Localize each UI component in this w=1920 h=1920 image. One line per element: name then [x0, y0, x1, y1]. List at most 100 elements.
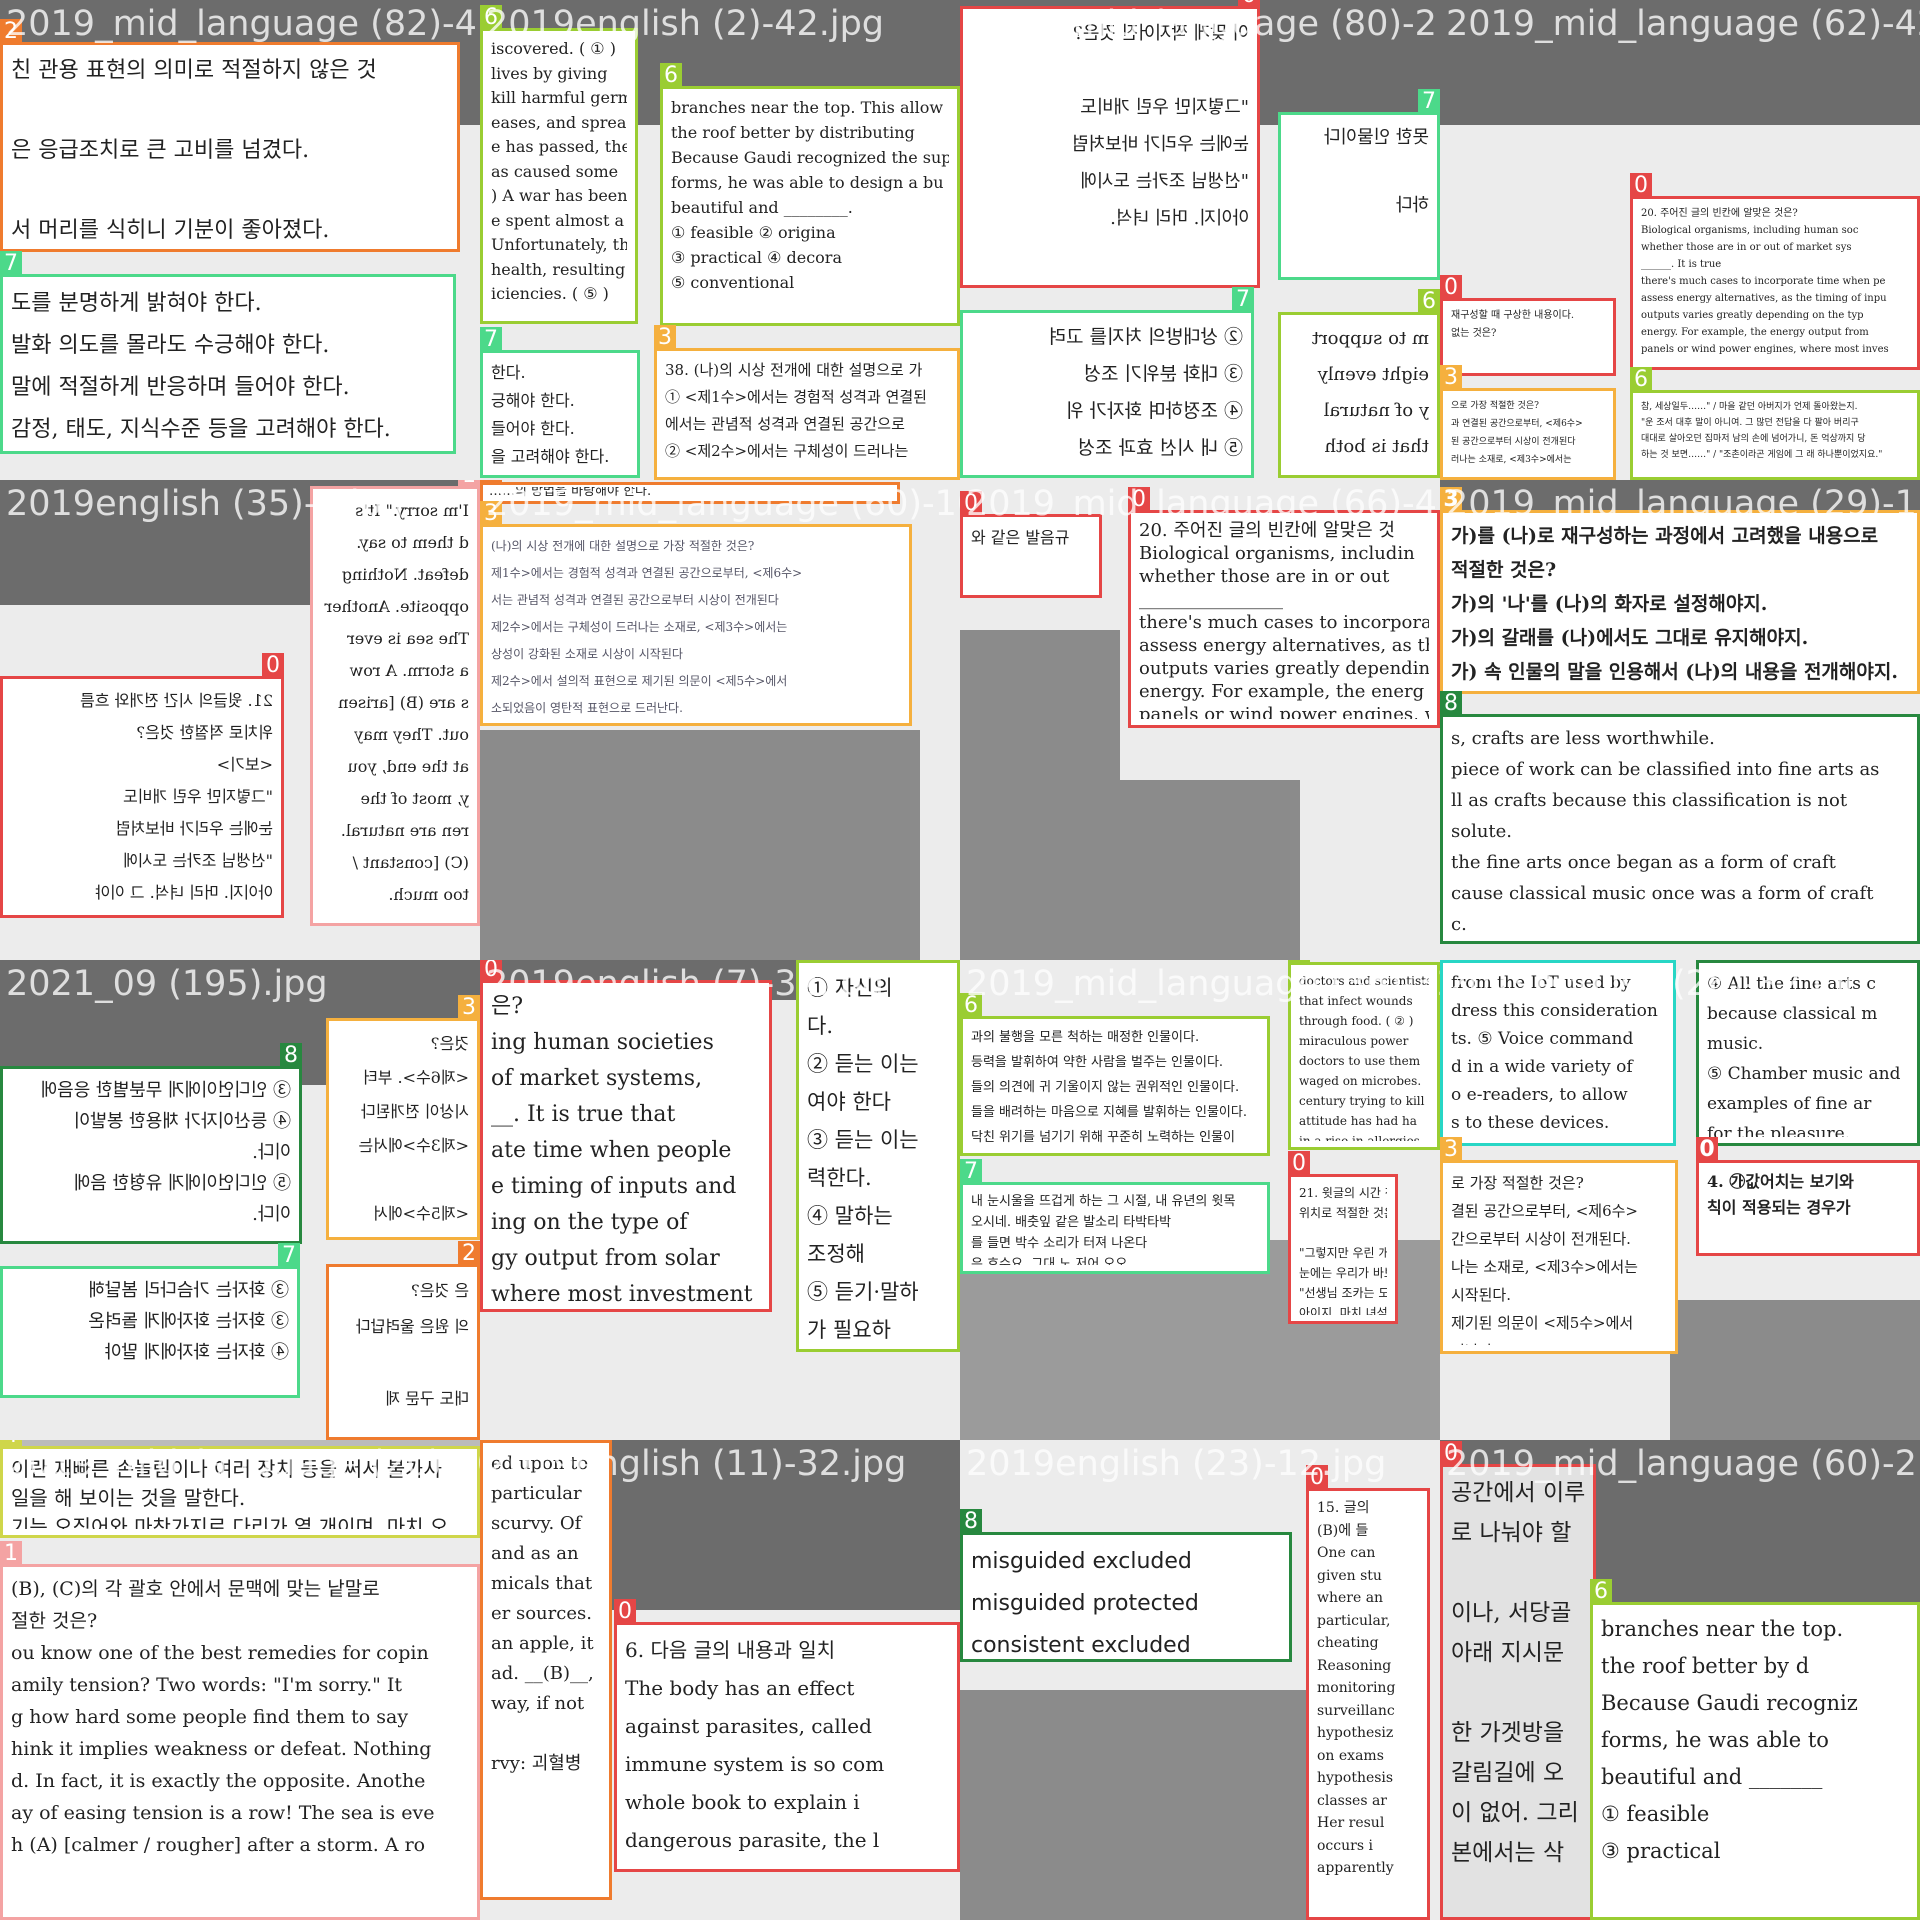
- class-label-badge: 7: [0, 251, 22, 277]
- text-line: where an: [1317, 1590, 1384, 1606]
- text-line: as caused some: [491, 161, 619, 181]
- text-line: 제2수>에서 설의적 표현으로 제기된 의문이 <제5수>에서: [491, 674, 788, 688]
- annotation-box: 이란 재빠른 손놀림이나 여러 장치 등을 써서 불가사 일을 해 보이는 것을 …: [0, 1440, 480, 1538]
- text-line: beautiful and _______: [1601, 1765, 1823, 1789]
- tile-filename: 2019_mid_language (66)-4.jpg: [966, 484, 1440, 524]
- text-line: and as an: [491, 1543, 579, 1564]
- annotation-box: ed upon to particular scurvy. Of and as an m…: [480, 1440, 612, 1900]
- text-line: ……의 방법을 바탕해야 한다.: [489, 487, 652, 499]
- text-line: 도를 분명하게 밝혀야 한다.: [11, 291, 262, 316]
- class-label-badge: 0: [480, 960, 502, 983]
- text-line: [1299, 1223, 1387, 1243]
- text-line: forms, he was able to design a bu: [671, 173, 944, 192]
- text-line: g how hard some people find them to say: [11, 1706, 409, 1728]
- text-line: 하는 것 보면……" / "조촌이라곤 게임에 그 래 하나뿐이었지요.": [1641, 450, 1883, 460]
- text-line: s are (B) [arisen: [338, 693, 469, 712]
- text-line: ) A war has been: [491, 186, 627, 205]
- text-line: 20. 주어진 글의 빈칸에 알맞은 것: [1139, 520, 1395, 541]
- text-line: ______. It is true: [1641, 259, 1722, 270]
- text-line: 과의 불행을 모른 척하는 매정한 인물이다.: [971, 1030, 1200, 1045]
- text-line: 아래 지시문: [1451, 1640, 1565, 1666]
- text-line: given stu: [1317, 1567, 1382, 1584]
- text-line: 제기된 의문이 <제5수>에서: [1451, 1314, 1634, 1332]
- text-line: ③ 듣는 이는: [807, 1128, 919, 1152]
- text-line: 의 원은 울려답다: [355, 1317, 469, 1336]
- class-label-badge: 8: [1696, 960, 1718, 963]
- text-line: health, resulting: [491, 259, 626, 279]
- text-line: eight evenly: [1317, 364, 1429, 385]
- annotation-box: (나)의 시상 전개에 대한 설명으로 가장 적절한 것은? 제1수>에서는 경험…: [480, 501, 912, 726]
- text-line: outputs varies greatly depending on the …: [1641, 310, 1864, 321]
- text-line: occurs i: [1317, 1837, 1373, 1854]
- text-line: "운 조서 대후 말이 아니여. 그 많던 전답을 다 팔아 버리구: [1641, 418, 1859, 428]
- text-line: 21. 윗글의 시간 전개: [1299, 1186, 1387, 1200]
- text-line: ③ 인디언이에게 무분별한 응음에: [40, 1080, 291, 1101]
- text-line: immune system is so com: [625, 1752, 885, 1776]
- text-line: 대대로 살아오던 집마저 남의 손에 넘어가니, 돈 억상까지 당: [1641, 434, 1866, 444]
- text-line: misguided excluded: [971, 1549, 1192, 1574]
- text-line: 4. ㉮값어치는 보기와: [1707, 1172, 1854, 1191]
- class-label-badge: 6: [1418, 289, 1440, 315]
- class-label-badge: 0: [960, 491, 982, 517]
- class-label-badge: 6: [1590, 1579, 1612, 1605]
- text-line: s to these devices.: [1451, 1113, 1610, 1133]
- box-text: 과의 불행을 모른 척하는 매정한 인물이다. 등력을 발휘하여 약한 사람을 벌…: [971, 1025, 1259, 1147]
- box-text: 6. 다음 글의 내용과 일치 The body has an effect aga…: [625, 1631, 949, 1863]
- box-text: 못한 인물이다 하다: [1289, 121, 1429, 271]
- tile-filename: 2019_mid_language (60)-2.jpg: [1446, 1444, 1920, 1484]
- annotation-box: branches near the top. This allow the roo…: [660, 63, 960, 326]
- text-line: ③ 대화 분위기 조성: [1083, 363, 1243, 385]
- text-line: er sources.: [491, 1603, 592, 1624]
- annotation-box: 과의 불행을 모른 척하는 매정한 인물이다. 등력을 발휘하여 약한 사람을 벌…: [960, 993, 1270, 1156]
- annotation-box: 은? ing human societies of market systems, _…: [480, 960, 772, 1312]
- box-text: 이란 재빠른 손놀림이나 여러 장치 등을 써서 불가사 일을 해 보이는 것을 …: [11, 1455, 469, 1529]
- box-text: ① 자신의 다. ② 듣는 이는 여야 한다 ③ 듣는 이는 력한다. ④ 말하는 조…: [807, 969, 949, 1343]
- text-line: 재구성할 때 구상한 내용이다.: [1451, 310, 1575, 321]
- text-line: d. In fact, it is exactly the opposite. …: [11, 1770, 426, 1792]
- tile-filename: 2019english (11)-32.jpg: [486, 1444, 907, 1484]
- box-text: 것은? <제6수>. 부터 시상이 전개된다 <제3수>에서는 <제5수>에서: [337, 1027, 469, 1231]
- text-line: 6. 다음 글의 내용과 일치: [625, 1638, 836, 1662]
- text-line: 제2수>에서는 구체성이 드러나는 소재로, <제3수>에서는: [491, 620, 788, 634]
- box-text: doctors and scientists that infect wounds…: [1299, 971, 1429, 1141]
- text-line: in a rise in allergies: [1299, 1134, 1420, 1141]
- text-line: through food. ( ② ): [1299, 1014, 1414, 1028]
- text-line: scurvy. Of: [491, 1513, 582, 1534]
- text-line: opposite. Another: [324, 597, 470, 616]
- text-line: particular,: [1317, 1612, 1391, 1629]
- annotation-box: ③ 화자는 가슴다리 봄달해 ③ 화자는 화자에게 돌려온 ④ 화자는 화자에게 말…: [0, 1243, 300, 1398]
- annotation-box: 재구성할 때 구상한 내용이다. 없는 것은? 0: [1440, 275, 1616, 376]
- text-line: [1707, 1221, 1909, 1247]
- class-label-badge: 3: [1440, 487, 1462, 513]
- text-line: 이 없어. 그리: [1451, 1800, 1579, 1826]
- annotation-box: ……의 방법을 바탕해야 한다. 2: [480, 480, 900, 504]
- tile-3: 2019_mid_language (62)-42.jpg 20. 주어진 글의…: [1440, 0, 1920, 480]
- text-line: hypothesiz: [1317, 1725, 1394, 1741]
- box-text: 20. 주어진 글의 빈칸에 알맞은 것은? Biological organis…: [1641, 205, 1909, 361]
- text-line: miraculous power: [1299, 1034, 1409, 1048]
- text-line: 못한 인물이다: [1323, 127, 1429, 148]
- text-line: 력한다.: [807, 1166, 872, 1190]
- class-label-badge: 3: [458, 995, 480, 1021]
- text-line: consistent excluded: [971, 1633, 1191, 1653]
- text-line: ④ 조정하며 화자가 위: [1066, 400, 1243, 422]
- text-line: an apple, it: [491, 1633, 594, 1654]
- text-line: Because Gaudi recogniz: [1601, 1691, 1858, 1715]
- tile-4: 2019english (35)-6.jpg 21. 윗글의 시간 전개와 흐름…: [0, 480, 480, 960]
- class-label-badge: 0: [1306, 1465, 1328, 1491]
- text-line: ay of easing tension is a row! The sea i…: [11, 1802, 435, 1824]
- class-label-badge: 0: [1440, 1441, 1462, 1467]
- text-line: [1451, 1553, 1585, 1593]
- tile-filename: 2019_mid_language (80)-2.jpg: [966, 4, 1440, 44]
- text-line: ed upon to: [491, 1453, 589, 1474]
- class-label-badge: 0: [1288, 1151, 1310, 1177]
- text-line: [1451, 1673, 1585, 1713]
- text-line: attitude has had ha: [1299, 1114, 1417, 1128]
- text-line: ⑤ 내 시선 효과 조성: [1077, 437, 1243, 459]
- text-line: <제3수>에서는: [358, 1136, 469, 1155]
- text-line: kill harmful germs: [491, 88, 627, 107]
- page-shadow: [1670, 1300, 1920, 1440]
- text-line: ② 상대방의 처지를 고려: [1048, 326, 1243, 348]
- text-line: ing on the type of: [491, 1210, 688, 1235]
